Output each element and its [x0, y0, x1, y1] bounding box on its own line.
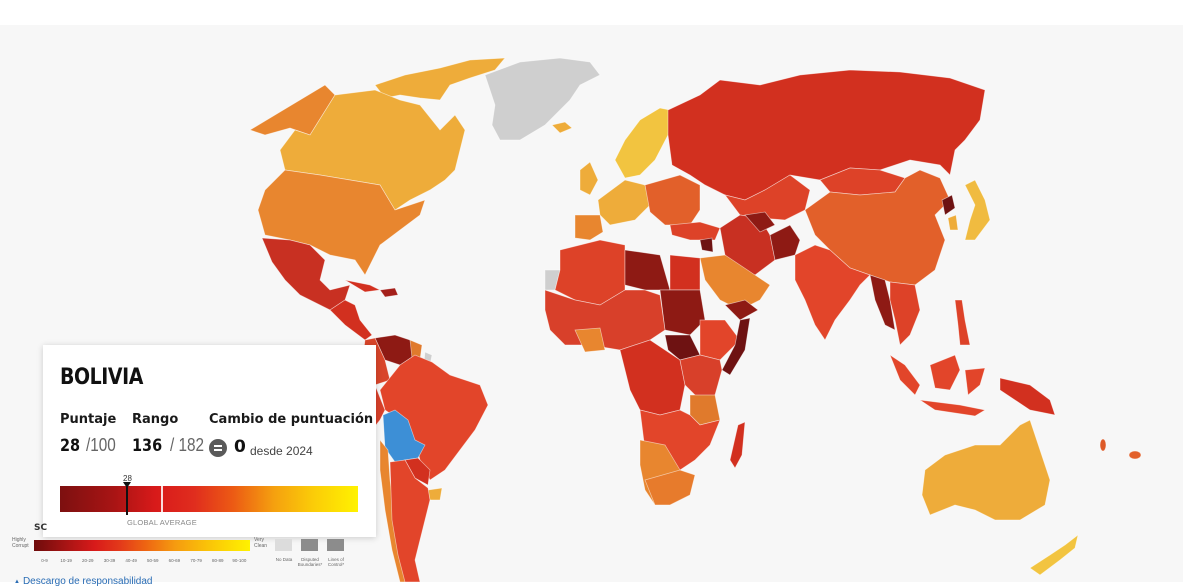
country-info-card: BOLIVIA Puntaje 28 /100 Rango 136 / 182 …: [43, 345, 376, 537]
change-since: desde 2024: [250, 444, 313, 458]
legend-tick: 50-59: [147, 558, 159, 563]
map-legend: SC Highly Corrupt Very Clean 0-9 10-19 2…: [0, 520, 360, 582]
region-north-africa[interactable]: [554, 239, 626, 306]
country-canada-arctic[interactable]: [374, 57, 506, 101]
country-yemen[interactable]: [724, 299, 759, 321]
scorebar-marker-value: 28: [123, 474, 132, 483]
legend-tick: 90-100: [232, 558, 247, 563]
region-ghana[interactable]: [574, 327, 606, 353]
region-central-america[interactable]: [329, 299, 373, 341]
country-saudi-arabia[interactable]: [699, 254, 771, 311]
global-average-label: GLOBAL AVERAGE: [127, 518, 197, 527]
top-bar: [0, 0, 1183, 25]
country-sudan[interactable]: [659, 289, 706, 336]
country-canada[interactable]: [279, 89, 466, 211]
country-madagascar[interactable]: [729, 421, 746, 469]
region-west-africa[interactable]: [544, 289, 666, 351]
equals-icon: [209, 439, 227, 457]
country-india[interactable]: [794, 244, 871, 341]
country-japan[interactable]: [964, 179, 991, 241]
legend-tick: 10-19: [60, 558, 72, 563]
country-uruguay[interactable]: [427, 487, 443, 501]
country-uk[interactable]: [579, 161, 599, 196]
change-value: 0: [234, 437, 246, 457]
rank-label: Rango: [132, 412, 179, 427]
region-eastern-europe[interactable]: [644, 174, 701, 226]
score-gradient-bar: [60, 486, 358, 512]
country-south-korea[interactable]: [947, 214, 959, 231]
legend-tick: 20-29: [82, 558, 94, 563]
country-egypt[interactable]: [669, 254, 701, 291]
country-name: BOLIVIA: [60, 365, 143, 390]
country-libya[interactable]: [624, 249, 671, 291]
region-southeast-asia[interactable]: [889, 281, 921, 346]
country-chile[interactable]: [379, 439, 411, 582]
score-max: /100: [85, 435, 116, 455]
score-value: 28 /100: [60, 435, 121, 456]
country-ethiopia[interactable]: [699, 319, 741, 361]
legend-disputed-swatch: [301, 539, 318, 551]
legend-title: SC: [34, 523, 48, 533]
legend-no-data-swatch: [275, 539, 292, 551]
country-fiji[interactable]: [1128, 450, 1142, 460]
rank-value: 136 / 182: [132, 435, 210, 456]
country-australia[interactable]: [921, 419, 1051, 521]
legend-high-label: Very Clean: [254, 537, 268, 549]
region-western-europe[interactable]: [597, 179, 651, 226]
legend-lines-of-control-swatch: [327, 539, 344, 551]
legend-lines-of-control-label: Lines of Control*: [327, 557, 345, 567]
country-vanuatu[interactable]: [1099, 438, 1107, 452]
legend-tick: 70-79: [190, 558, 202, 563]
country-myanmar[interactable]: [869, 274, 896, 331]
country-south-africa[interactable]: [644, 469, 696, 506]
score-label: Puntaje: [60, 412, 117, 427]
country-greenland[interactable]: [484, 57, 601, 141]
country-haiti[interactable]: [379, 287, 399, 298]
country-java[interactable]: [919, 399, 986, 417]
country-afghanistan[interactable]: [769, 224, 801, 261]
country-indonesia[interactable]: [889, 354, 921, 396]
country-argentina[interactable]: [389, 459, 431, 582]
country-mexico[interactable]: [261, 237, 351, 311]
legend-low-label: Highly Corrupt: [12, 537, 29, 549]
rank-number: 136: [132, 436, 163, 456]
legend-gradient-bar: [34, 540, 250, 551]
country-north-korea[interactable]: [941, 194, 956, 216]
score-marker-line: [126, 484, 128, 515]
country-spain[interactable]: [574, 214, 604, 241]
country-somalia[interactable]: [721, 317, 751, 376]
region-caribbean[interactable]: [344, 279, 382, 293]
legend-tick: 80-89: [211, 558, 224, 563]
country-philippines[interactable]: [954, 299, 971, 346]
country-turkey[interactable]: [669, 221, 721, 241]
country-iceland[interactable]: [551, 121, 573, 134]
legend-tick: 30-39: [103, 558, 116, 563]
country-bolivia[interactable]: [382, 409, 426, 463]
country-new-zealand[interactable]: [1029, 534, 1079, 576]
country-sulawesi[interactable]: [964, 367, 986, 396]
country-syria[interactable]: [699, 237, 714, 253]
change-label: Cambio de puntuación: [209, 412, 374, 427]
legend-ticks: 0-9 10-19 20-29 30-39 40-49 50-59 60-69 …: [34, 558, 250, 563]
country-usa[interactable]: [257, 169, 426, 276]
legend-disputed-label: Disputed Boundaries*: [297, 557, 323, 567]
world-map-svg[interactable]: [0, 25, 1183, 582]
legend-tick: 60-69: [168, 558, 181, 563]
score-number: 28: [60, 436, 81, 456]
country-papua-new-guinea[interactable]: [999, 377, 1056, 416]
region-scandinavia[interactable]: [614, 107, 671, 179]
region-east-africa[interactable]: [679, 354, 723, 401]
legend-no-data-label: No Data: [275, 557, 293, 562]
global-average-line: [161, 486, 163, 514]
country-turkmenistan[interactable]: [744, 211, 776, 233]
legend-tick: 0-9: [41, 558, 48, 563]
rank-total: / 182: [169, 435, 204, 455]
country-russia[interactable]: [667, 69, 986, 201]
legend-tick: 40-49: [125, 558, 137, 563]
country-borneo[interactable]: [929, 354, 961, 391]
